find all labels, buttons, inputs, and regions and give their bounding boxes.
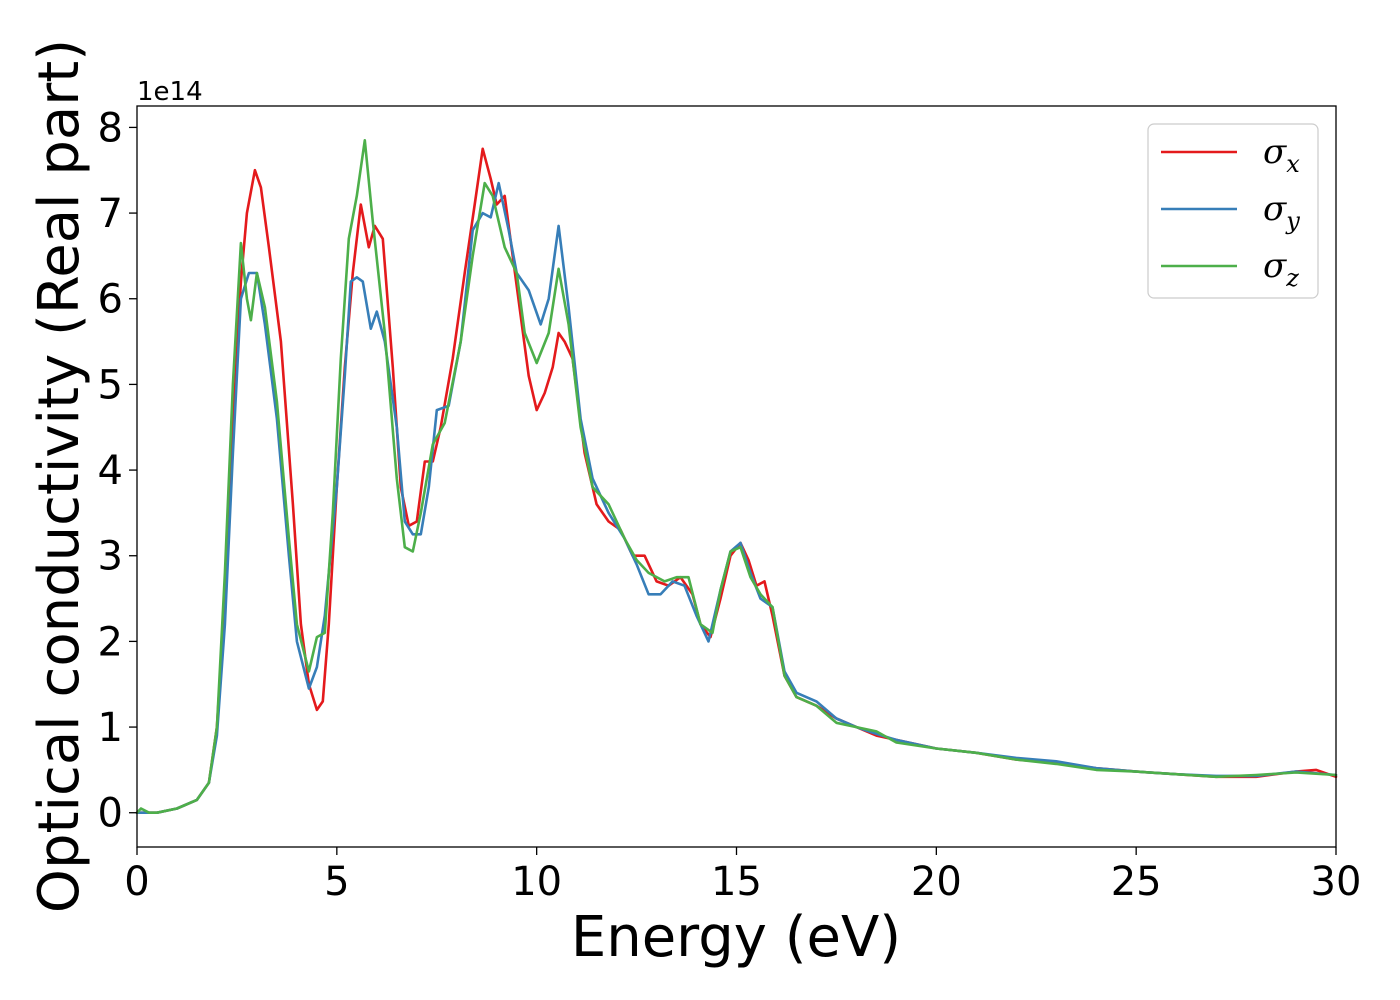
x-tick-label: 30 [1311,859,1362,905]
legend-subscript-x: x [1286,150,1300,178]
y-tick-label: 2 [98,619,123,665]
y-tick-label: 0 [98,791,123,837]
legend-subscript-y: y [1285,207,1300,235]
x-axis: 0 5 10 15 20 25 30 [124,847,1361,905]
x-tick-label: 25 [1111,859,1162,905]
y-tick-label: 5 [98,362,123,408]
x-tick-label: 5 [324,859,349,905]
y-tick-label: 7 [98,191,123,237]
x-tick-label: 10 [511,859,562,905]
y-tick-label: 6 [98,277,123,323]
y-axis: 0 1 2 3 4 5 6 7 8 [98,105,137,837]
y-tick-label: 8 [98,105,123,151]
legend-subscript-z: z [1285,264,1299,292]
y-offset-label: 1e14 [137,77,203,107]
legend-box [1147,123,1319,299]
legend-label-x: σx [1263,132,1300,178]
series-layer [135,139,1338,814]
x-tick-label: 20 [911,859,962,905]
y-tick-label: 4 [98,448,123,494]
x-tick-label: 15 [711,859,762,905]
series-line-z [135,139,1338,814]
y-axis-title: Optical conductivity (Real part) [27,39,92,913]
y-tick-label: 1 [98,705,123,751]
x-tick-label: 0 [124,859,149,905]
y-tick-label: 3 [98,534,123,580]
x-axis-title: Energy (eV) [571,905,901,970]
